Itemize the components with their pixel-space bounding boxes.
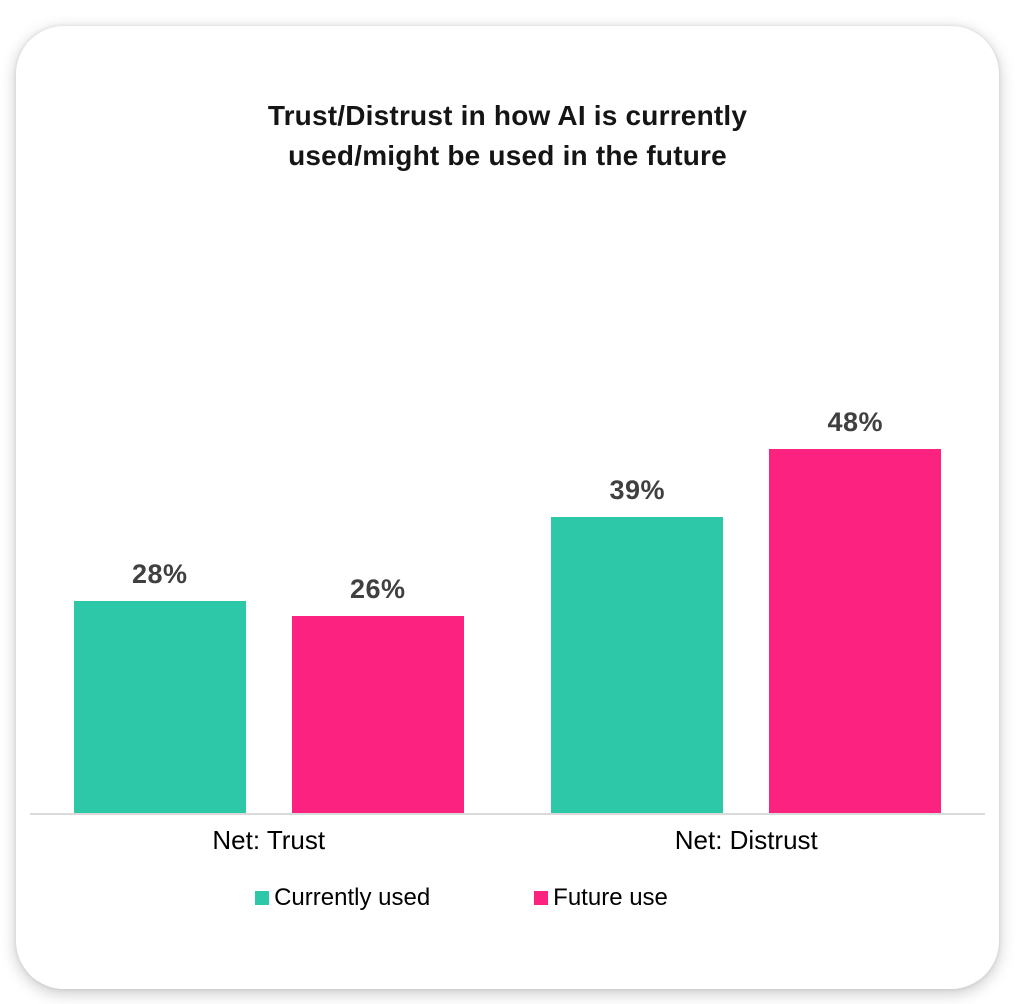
chart-card: Trust/Distrust in how AI is currently us… [16, 26, 999, 989]
x-axis-line [30, 813, 985, 815]
legend-label-future-use: Future use [553, 884, 668, 911]
bar-value-label: 48% [827, 407, 884, 437]
chart-title: Trust/Distrust in how AI is currently us… [267, 100, 748, 171]
bar-group-net-distrust: 39% 48% [551, 407, 942, 813]
bar-future-use [769, 449, 942, 813]
bar-value-label: 28% [131, 559, 188, 589]
bar-currently-used [551, 517, 724, 813]
bar-future-use [291, 616, 464, 813]
bar-wrap: 26% [291, 574, 464, 813]
bar-wrap: 39% [551, 475, 724, 813]
bar-value-label: 39% [609, 475, 666, 505]
category-label-net-trust: Net: Trust [212, 825, 326, 855]
bar-currently-used [73, 601, 246, 813]
legend: Currently used Future use [0, 884, 939, 912]
legend-swatch-currently-used-icon [255, 891, 270, 905]
legend-item-currently-used: Currently used [255, 884, 430, 912]
plot-area: 28% 26% 39% 48% [30, 373, 985, 813]
category-label-net-distrust: Net: Distrust [674, 825, 818, 855]
legend-item-future-use: Future use [534, 884, 668, 912]
x-axis-labels: Net: Trust Net: Distrust [30, 825, 985, 861]
legend-swatch-future-use-icon [534, 891, 549, 905]
legend-label-currently-used: Currently used [274, 884, 431, 911]
bar-wrap: 48% [769, 407, 942, 813]
bar-value-label: 26% [349, 574, 406, 604]
bar-wrap: 28% [73, 559, 246, 813]
bar-group-net-trust: 28% 26% [73, 559, 464, 813]
